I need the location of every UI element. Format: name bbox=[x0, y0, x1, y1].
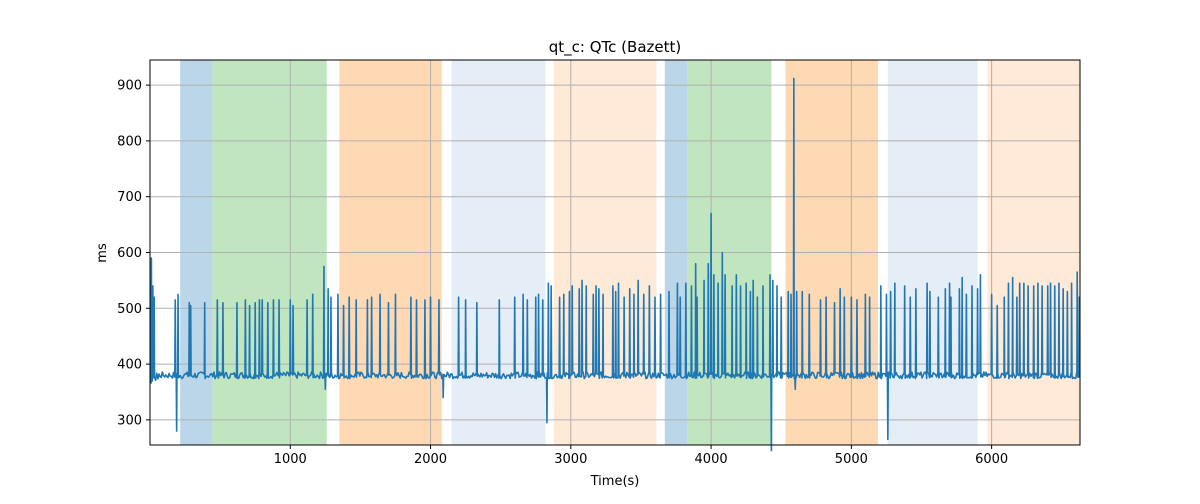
x-tick-label: 1000 bbox=[274, 452, 307, 467]
y-tick-label: 600 bbox=[117, 246, 142, 261]
x-tick-label: 3000 bbox=[554, 452, 587, 467]
y-axis-label: ms bbox=[95, 243, 110, 263]
chart-title: qt_c: QTc (Bazett) bbox=[549, 38, 681, 57]
plot-area bbox=[149, 77, 1081, 452]
x-tick-label: 6000 bbox=[975, 452, 1008, 467]
grid bbox=[150, 60, 1080, 445]
x-tick-label: 2000 bbox=[414, 452, 447, 467]
y-tick-label: 300 bbox=[117, 413, 142, 428]
y-tick-label: 800 bbox=[117, 134, 142, 149]
x-tick-label: 5000 bbox=[835, 452, 868, 467]
axis-ticks: 1000 2000 3000 4000 5000 6000 300 400 500 600 700 8… bbox=[117, 79, 1008, 467]
qtc-series-line bbox=[149, 77, 1081, 452]
x-axis-label: Time(s) bbox=[590, 474, 640, 489]
y-tick-label: 500 bbox=[117, 302, 142, 317]
y-tick-label: 900 bbox=[117, 79, 142, 94]
y-tick-label: 400 bbox=[117, 358, 142, 373]
y-tick-label: 700 bbox=[117, 190, 142, 205]
x-tick-label: 4000 bbox=[695, 452, 728, 467]
